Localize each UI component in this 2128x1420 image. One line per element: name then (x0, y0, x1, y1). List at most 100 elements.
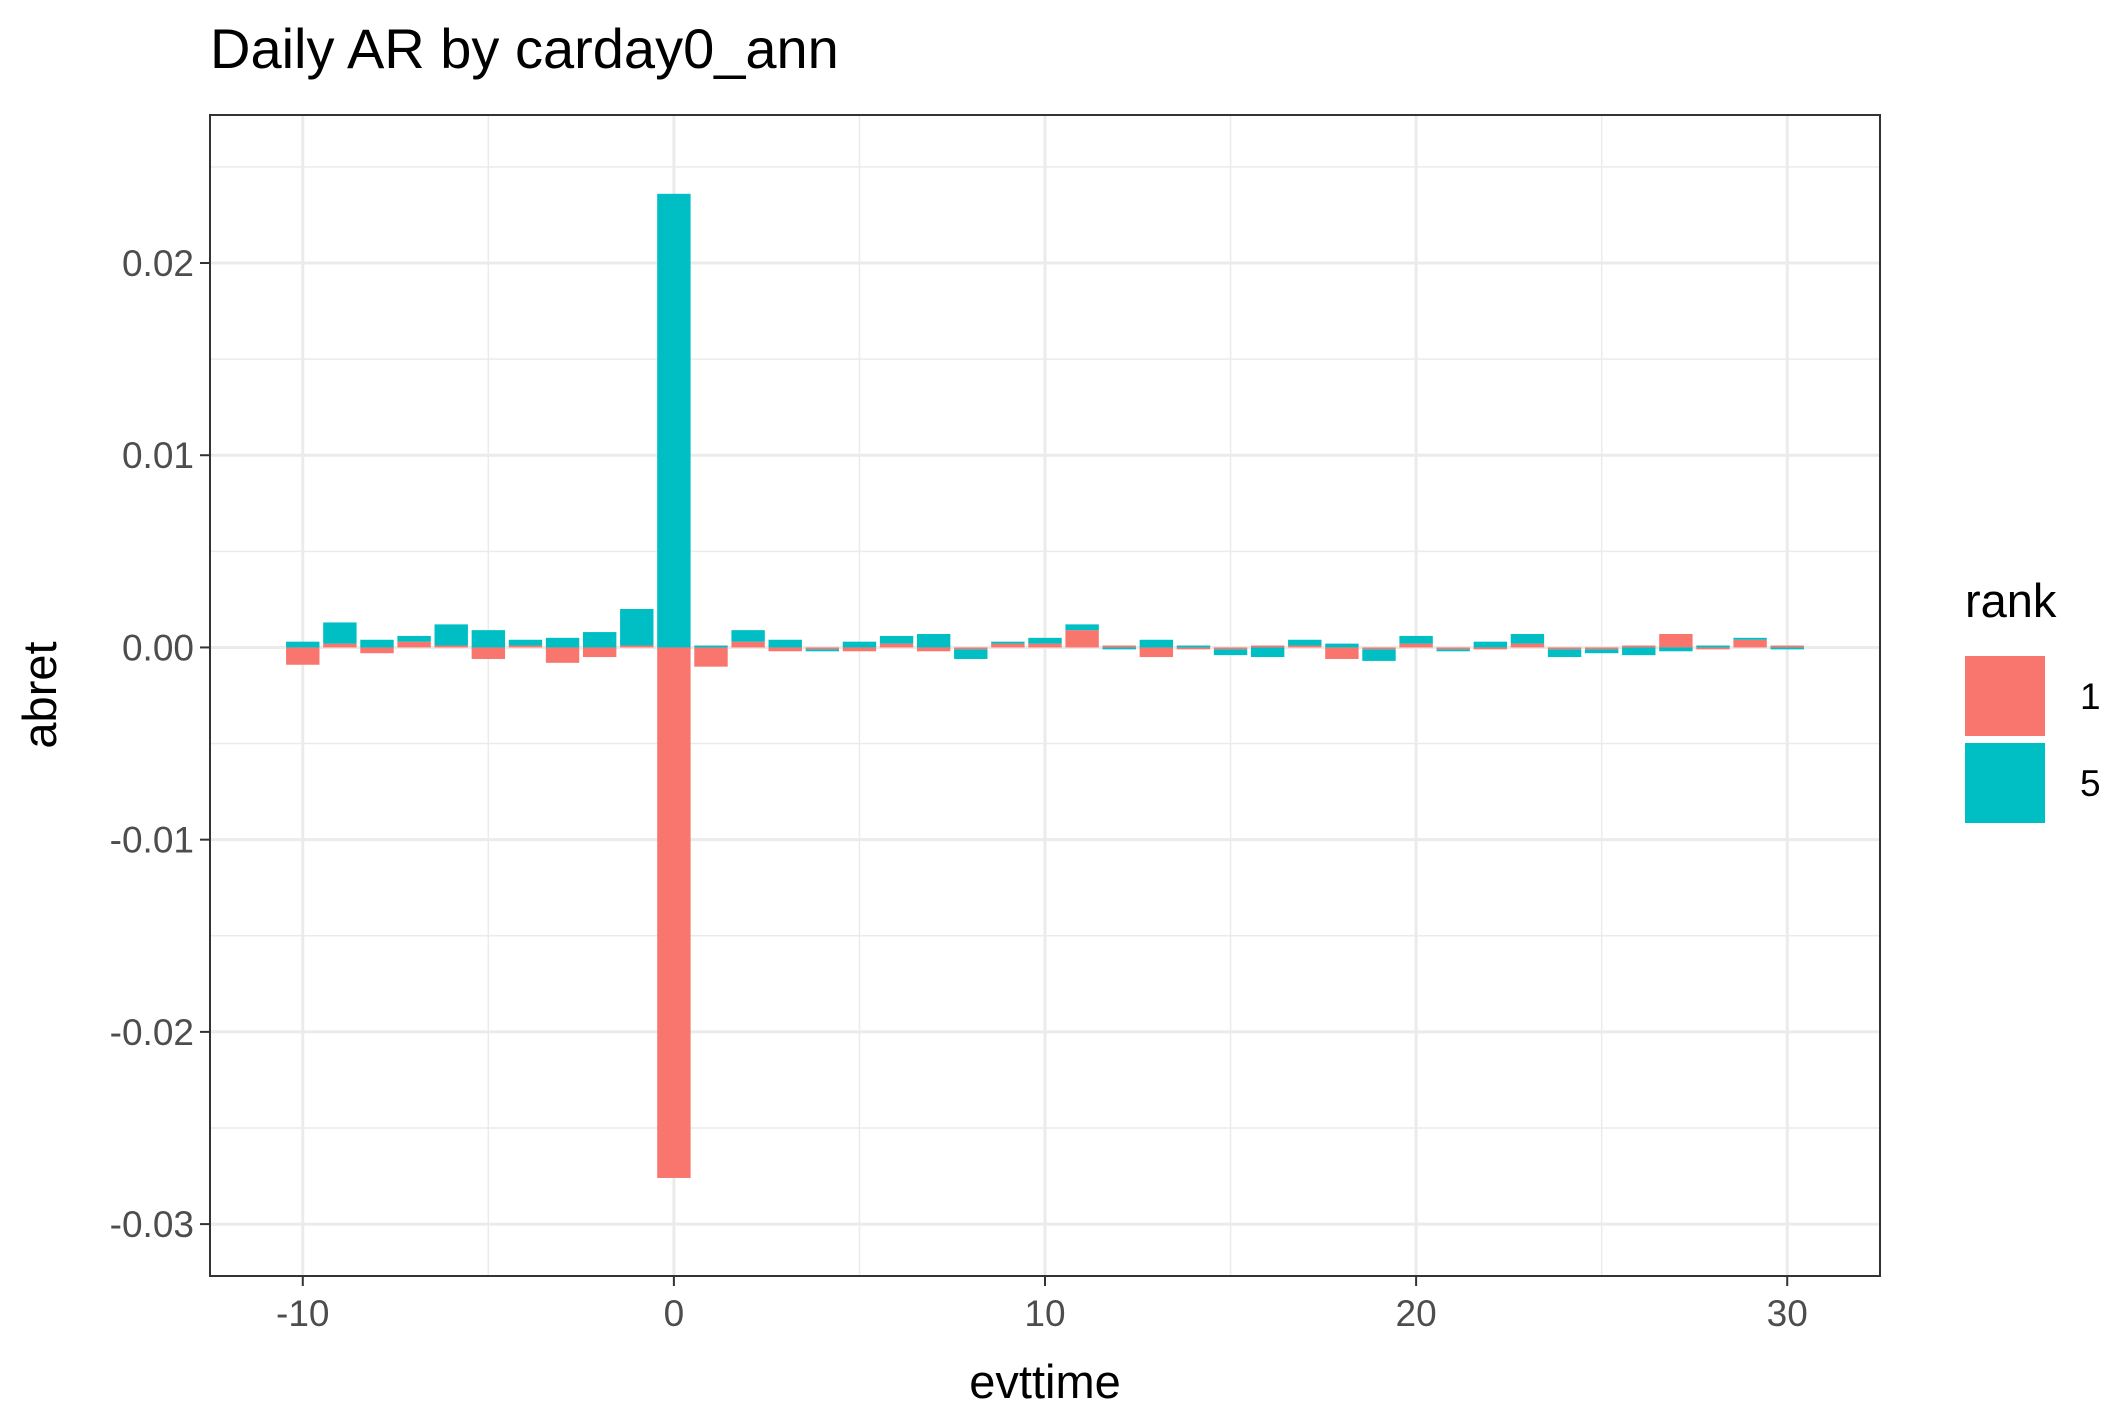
y-axis-title: abret (13, 641, 66, 748)
bar-rank-1 (991, 643, 1025, 648)
bar-rank-5 (545, 637, 580, 648)
bar-rank-5 (323, 622, 357, 644)
bar-rank-5 (1696, 645, 1730, 648)
bar-rank-5 (1325, 643, 1359, 648)
x-tick-label: 20 (1396, 1293, 1437, 1334)
x-axis-title: evttime (969, 1355, 1121, 1408)
bar-rank-1 (1176, 647, 1211, 650)
legend-label-rank-1: 1 (2080, 676, 2101, 717)
bar-rank-1 (731, 641, 765, 648)
bar-rank-5 (1065, 624, 1099, 631)
bar-rank-1 (805, 647, 840, 650)
bar-rank-1 (1436, 647, 1470, 650)
y-tick-label: -0.03 (110, 1204, 194, 1245)
bars (286, 193, 1804, 1178)
bar-rank-1 (1362, 647, 1396, 650)
bar-rank-1 (842, 647, 877, 652)
bar-rank-5 (768, 639, 802, 648)
bar-rank-1 (1288, 645, 1322, 648)
bar-rank-1 (1325, 647, 1359, 659)
bar-rank-1 (1102, 645, 1136, 648)
bar-rank-1 (545, 647, 580, 663)
bar-rank-5 (991, 641, 1025, 644)
bar-rank-5 (1362, 649, 1396, 661)
legend: rank 15 (1965, 574, 2101, 823)
bar-rank-5 (1659, 647, 1693, 652)
bar-rank-1 (1139, 647, 1174, 658)
bar-rank-1 (954, 647, 988, 650)
bar-rank-5 (508, 639, 543, 646)
bar-rank-5 (471, 630, 506, 648)
bar-rank-1 (1733, 639, 1767, 648)
bar-rank-5 (805, 649, 840, 652)
bar-rank-1 (1547, 647, 1582, 650)
y-axis: -0.03 -0.02 -0.01 0.00 0.01 0.02 (110, 243, 210, 1245)
bar-rank-1 (1696, 647, 1730, 650)
bar-rank-5 (1288, 639, 1322, 646)
bar-rank-5 (1510, 633, 1545, 644)
y-tick-label: 0.00 (122, 627, 194, 668)
legend-key-rank-1 (1965, 656, 2045, 736)
legend-label-rank-5: 5 (2080, 763, 2101, 804)
bar-rank-1 (582, 647, 617, 658)
bar-rank-1 (620, 645, 654, 648)
bar-rank-1 (471, 647, 506, 659)
bar-rank-5 (582, 632, 617, 648)
bar-rank-5 (1139, 639, 1174, 648)
x-tick-label: 0 (664, 1293, 685, 1334)
x-tick-label: 10 (1024, 1293, 1065, 1334)
bar-rank-1 (434, 645, 468, 648)
bar-rank-5 (1473, 641, 1508, 648)
bar-rank-5 (434, 624, 468, 646)
bar-rank-5 (916, 633, 951, 648)
x-tick-label: -10 (276, 1293, 329, 1334)
bar-rank-5 (1176, 645, 1211, 648)
bar-rank-1 (1065, 630, 1099, 648)
chart-title: Daily AR by carday0_ann (210, 17, 839, 80)
legend-title: rank (1965, 574, 2057, 627)
y-tick-label: -0.02 (110, 1012, 194, 1053)
y-tick-label: 0.01 (122, 435, 194, 476)
bar-rank-5 (1436, 649, 1470, 652)
bar-rank-1 (657, 647, 691, 1178)
bar-rank-5 (657, 193, 691, 648)
bar-rank-1 (879, 643, 914, 648)
bar-rank-1 (1213, 647, 1248, 650)
bar-rank-5 (1102, 647, 1136, 650)
bar-rank-5 (1250, 647, 1285, 658)
bar-rank-1 (323, 643, 357, 648)
bar-rank-1 (508, 645, 543, 648)
bar-rank-5 (879, 635, 914, 644)
bar-rank-5 (954, 649, 988, 659)
bar-rank-1 (1510, 643, 1545, 648)
legend-keys: 15 (1965, 656, 2101, 823)
bar-rank-5 (360, 639, 394, 648)
y-tick-label: 0.02 (122, 243, 194, 284)
bar-rank-1 (768, 647, 802, 652)
bar-rank-5 (1733, 637, 1767, 640)
bar-rank-1 (397, 641, 431, 648)
bar-rank-5 (1584, 649, 1619, 654)
bar-rank-5 (1213, 649, 1248, 656)
bar-rank-1 (286, 647, 320, 665)
y-tick-label: -0.01 (110, 820, 194, 861)
bar-rank-1 (1659, 633, 1693, 648)
x-tick-label: 30 (1767, 1293, 1808, 1334)
bar-rank-1 (1622, 645, 1656, 648)
bar-rank-5 (1770, 647, 1804, 650)
bar-rank-1 (1028, 643, 1062, 648)
bar-rank-5 (694, 645, 728, 648)
bar-rank-5 (842, 641, 877, 648)
bar-rank-1 (694, 647, 728, 667)
bar-rank-5 (1028, 637, 1062, 644)
bar-rank-1 (1399, 643, 1433, 648)
bar-rank-5 (1622, 647, 1656, 656)
bar-rank-5 (731, 630, 765, 642)
bar-rank-1 (360, 647, 394, 654)
bar-rank-1 (1250, 645, 1285, 648)
legend-key-rank-5 (1965, 743, 2045, 823)
bar-rank-5 (1547, 649, 1582, 658)
bar-rank-5 (620, 609, 654, 646)
bar-rank-1 (1584, 647, 1619, 650)
